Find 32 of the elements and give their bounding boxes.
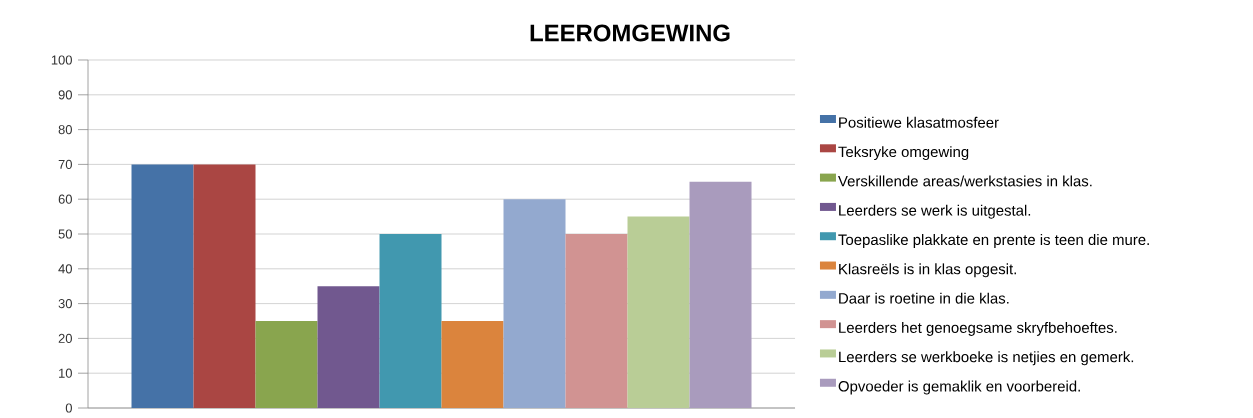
y-tick-label: 60 [58, 194, 72, 204]
bar [441, 321, 504, 408]
y-tick-label: 20 [58, 333, 72, 343]
bar [503, 199, 566, 408]
bar [317, 286, 380, 408]
bar [379, 234, 442, 408]
legend-label: Verskillende areas/werkstasies in klas. [838, 175, 1092, 187]
legend-label: Teksryke omgewing [838, 146, 969, 161]
y-tick-label: 40 [58, 264, 72, 274]
legend-label: Leerders het genoegsame skryfbehoeftes. [839, 321, 1117, 336]
bar [627, 216, 690, 408]
y-tick-label: 10 [59, 368, 72, 378]
y-tick-label: 30 [58, 299, 72, 309]
y-tick-label: 0 [65, 403, 72, 413]
bar [565, 234, 628, 408]
bar [255, 321, 318, 408]
legend-label: Daar is roetine in die klas. [839, 292, 1009, 304]
bar [689, 181, 752, 408]
y-tick-label: 80 [58, 125, 72, 135]
legend-label: Positiewe klasatmosfeer [839, 116, 999, 128]
y-tick-label: 90 [58, 90, 72, 100]
legend-label: Leerders se werkboeke is netjies en gemerk. [839, 351, 1134, 366]
legend-label: Klasreëls is in klas opgesit. [839, 263, 1016, 278]
y-tick-label: 50 [58, 229, 72, 239]
legend-label: Toepaslike plakkate en prente is teen die mure. [838, 234, 1149, 248]
bar [131, 164, 194, 408]
bar [193, 164, 256, 408]
legend-label: Opvoeder is gemaklik en voorbereid. [838, 380, 1080, 395]
y-tick-label: 100 [51, 55, 72, 65]
y-tick-label: 70 [58, 159, 72, 169]
legend-label: Leerders se werk is uitgestal. [839, 204, 1031, 219]
chart-title: LEEROMGEWING [530, 24, 730, 42]
